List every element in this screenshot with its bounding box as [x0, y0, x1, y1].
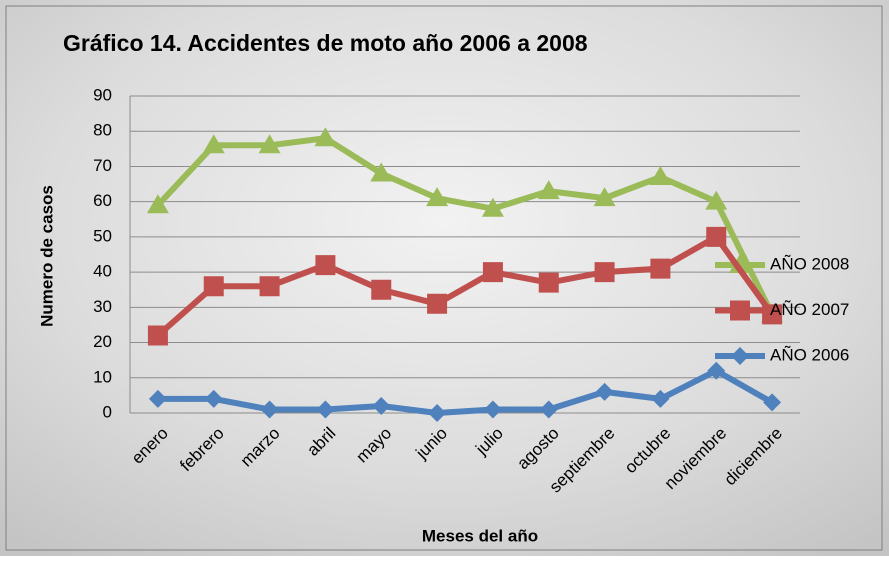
data-point	[538, 272, 559, 293]
data-point	[146, 194, 169, 214]
data-point	[258, 134, 281, 154]
data-point	[428, 404, 447, 422]
legend-label: AÑO 2006	[770, 345, 849, 364]
y-tick-label: 20	[93, 332, 112, 351]
y-tick-label: 40	[93, 262, 112, 281]
data-point	[370, 162, 393, 182]
chart-title: Gráfico 14. Accidentes de moto año 2006 …	[63, 30, 588, 56]
y-tick-label: 50	[93, 226, 112, 245]
y-tick-label: 60	[93, 191, 112, 210]
legend-marker	[731, 347, 749, 365]
data-point	[763, 393, 782, 412]
legend-label: AÑO 2008	[770, 254, 849, 273]
data-point	[259, 276, 280, 297]
data-point	[372, 396, 391, 415]
y-tick-label: 0	[103, 402, 112, 421]
series-line	[155, 135, 775, 316]
legend-marker	[729, 254, 751, 273]
data-point	[316, 400, 335, 419]
data-point	[593, 187, 616, 207]
series-line	[157, 367, 774, 416]
data-point	[260, 400, 279, 419]
data-point	[762, 304, 783, 325]
data-point	[426, 187, 449, 207]
data-point	[537, 180, 560, 200]
data-point	[204, 389, 223, 408]
data-point	[147, 325, 168, 346]
y-tick-label: 70	[93, 156, 112, 175]
data-point	[595, 382, 614, 401]
legend-label: AÑO 2007	[770, 300, 849, 319]
data-point	[482, 262, 503, 283]
data-point	[707, 361, 726, 380]
y-axis-label: Numero de casos	[37, 185, 56, 327]
data-point	[706, 226, 727, 247]
data-point	[539, 400, 558, 419]
data-point	[483, 400, 502, 419]
data-point	[148, 389, 167, 408]
legend-marker	[730, 300, 750, 321]
y-tick-label: 80	[93, 121, 112, 140]
chart-border	[5, 5, 883, 551]
y-tick-label: 90	[93, 85, 112, 104]
data-point	[315, 255, 336, 276]
data-point	[427, 293, 448, 314]
y-tick-label: 10	[93, 367, 112, 386]
data-point	[650, 258, 671, 279]
data-point	[314, 127, 337, 147]
data-point	[202, 134, 225, 154]
x-axis-label: Meses del año	[422, 526, 538, 545]
data-point	[203, 276, 224, 297]
data-point	[651, 389, 670, 408]
data-point	[649, 166, 672, 186]
y-tick-label: 30	[93, 297, 112, 316]
data-point	[481, 197, 504, 217]
data-point	[705, 190, 728, 210]
data-point	[594, 262, 615, 283]
data-point	[371, 279, 392, 300]
